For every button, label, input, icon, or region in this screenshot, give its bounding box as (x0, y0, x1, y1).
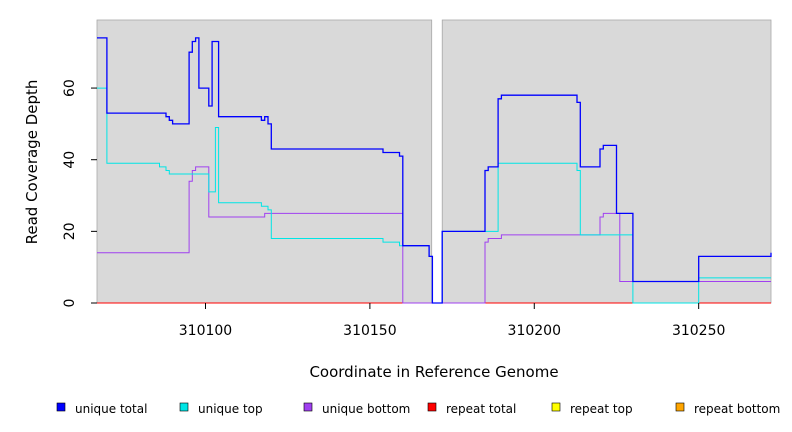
y-tick-label: 20 (62, 222, 78, 240)
x-tick-label: 310100 (179, 323, 232, 339)
plot-panel-right (441, 19, 772, 304)
legend-label: repeat bottom (694, 402, 780, 416)
legend-swatch (179, 402, 189, 412)
legend-label: repeat top (570, 402, 633, 416)
legend-label: unique top (198, 402, 263, 416)
legend-label: unique total (75, 402, 147, 416)
series-lines (97, 37, 772, 304)
legend-swatch (427, 402, 437, 412)
plot-panel-left (96, 19, 433, 304)
legend-label: repeat total (446, 402, 516, 416)
plot-background (96, 19, 772, 304)
series-line-unique-total (97, 37, 772, 304)
y-axis: 0 20 40 60 (62, 79, 97, 307)
legend-label: unique bottom (322, 402, 410, 416)
x-tick-label: 310200 (508, 323, 561, 339)
x-tick-label: 310150 (343, 323, 396, 339)
x-axis: 310100 310150 310200 310250 (179, 303, 725, 339)
y-tick-label: 40 (62, 151, 78, 169)
series-line-unique-top (97, 87, 771, 304)
legend-swatch (551, 402, 561, 412)
y-tick-label: 60 (62, 79, 78, 97)
legend: unique total unique top unique bottom repea… (56, 402, 780, 416)
legend-swatch (303, 402, 313, 412)
legend-swatch (675, 402, 685, 412)
legend-swatch (56, 402, 66, 412)
y-axis-title: Read Coverage Depth (23, 80, 41, 245)
x-axis-title: Coordinate in Reference Genome (309, 363, 558, 381)
x-tick-label: 310250 (672, 323, 725, 339)
y-tick-label: 0 (62, 299, 78, 308)
